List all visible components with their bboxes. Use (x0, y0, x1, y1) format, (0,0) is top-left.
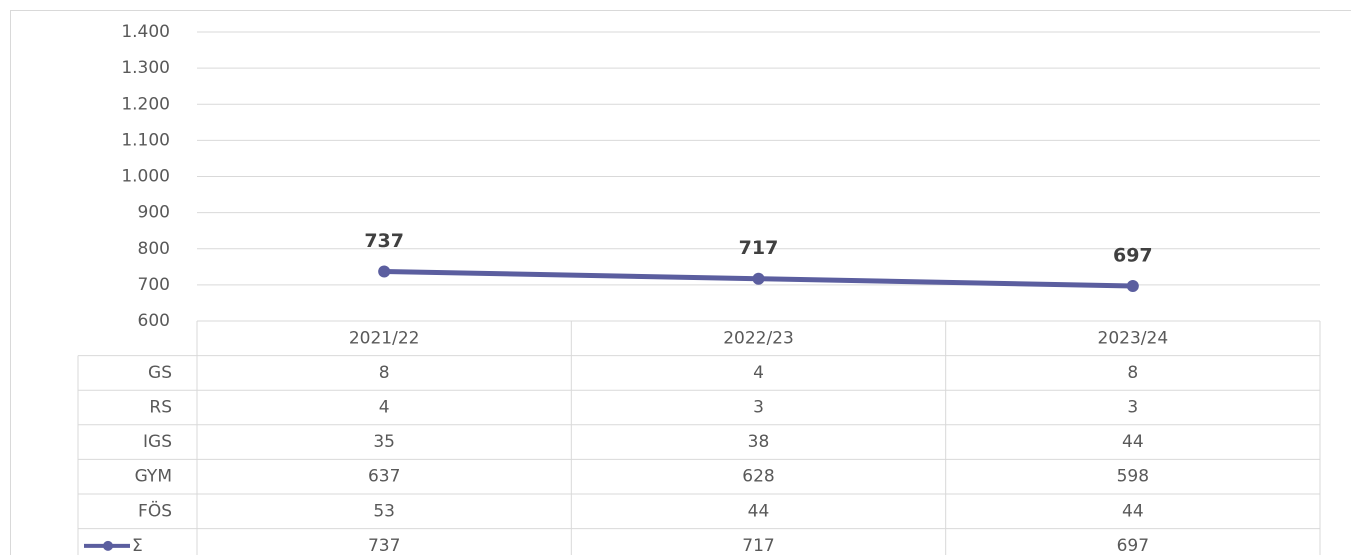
table-cell: 44 (1122, 501, 1144, 521)
data-label: 717 (739, 237, 779, 259)
table-row-label: GYM (135, 467, 172, 487)
y-tick-label: 900 (138, 203, 170, 223)
y-tick-label: 1.000 (121, 167, 170, 187)
table-row-label: FÖS (138, 499, 172, 521)
y-tick-label: 1.200 (121, 94, 170, 114)
line-point (1126, 279, 1139, 292)
line-point (378, 265, 391, 278)
legend-marker (103, 540, 113, 551)
table-cell: 38 (748, 432, 770, 452)
x-tick-label: 2023/24 (1098, 328, 1169, 348)
table-cell: 637 (368, 467, 400, 487)
y-tick-label: 1.300 (121, 58, 170, 78)
table-cell: 35 (373, 432, 395, 452)
chart-border (10, 10, 1351, 555)
y-tick-label: 1.400 (121, 22, 170, 42)
table-row-label: RS (149, 398, 172, 418)
table-cell: 53 (373, 501, 395, 521)
table-cell: 44 (748, 501, 770, 521)
x-tick-label: 2021/22 (349, 328, 420, 348)
table-cell: 598 (1117, 467, 1149, 487)
data-label: 697 (1113, 244, 1153, 266)
table-cell: 8 (379, 363, 390, 383)
line-point (752, 272, 765, 285)
table-cell: 717 (742, 536, 774, 555)
table-cell: 3 (1127, 398, 1138, 418)
y-tick-label: 800 (138, 239, 170, 259)
table-row-label: GS (148, 363, 172, 383)
table-cell: 44 (1122, 432, 1144, 452)
table-cell: 628 (742, 467, 774, 487)
table-cell: 4 (379, 398, 390, 418)
table-row-label: IGS (143, 432, 172, 452)
x-tick-label: 2022/23 (723, 328, 794, 348)
y-tick-label: 1.100 (121, 130, 170, 150)
table-cell: 3 (753, 398, 764, 418)
table-cell: 8 (1127, 363, 1138, 383)
y-tick-label: 600 (138, 311, 170, 331)
data-label: 737 (364, 230, 404, 252)
y-tick-label: 700 (138, 275, 170, 295)
legend-label: Σ (132, 536, 143, 555)
table-cell: 4 (753, 363, 764, 383)
table-cell: 697 (1117, 536, 1149, 555)
table-cell: 737 (368, 536, 400, 555)
